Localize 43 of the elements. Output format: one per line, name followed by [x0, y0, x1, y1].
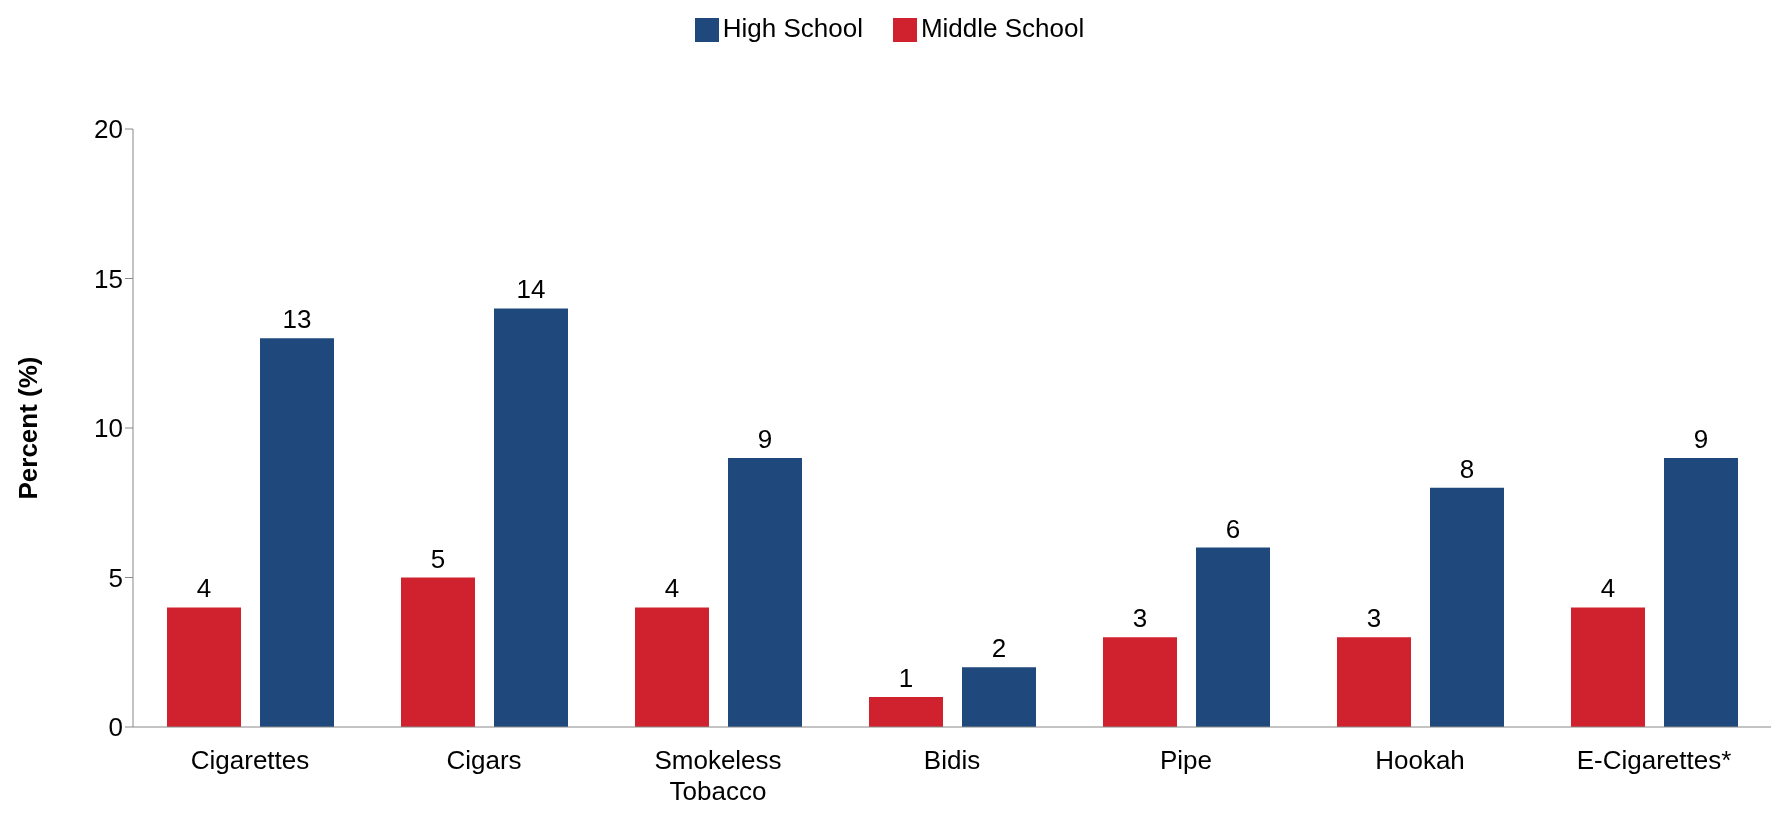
- data-label: 5: [430, 543, 446, 574]
- x-tick-label: Pipe: [1159, 745, 1213, 775]
- data-label: 13: [282, 304, 312, 335]
- bar: [728, 457, 802, 727]
- bar: [167, 607, 241, 727]
- bar: [401, 577, 475, 727]
- x-tick-label: Smokeless Tobacco: [654, 745, 782, 807]
- data-label: 14: [516, 274, 546, 305]
- y-tick-label: 15: [94, 263, 123, 294]
- x-tick-label: Cigars: [446, 745, 522, 775]
- data-label: 3: [1132, 603, 1148, 634]
- bar: [1337, 637, 1411, 727]
- data-label: 6: [1225, 513, 1241, 544]
- x-tick-label: Bidis: [923, 745, 981, 775]
- legend-label: Middle School: [920, 13, 1085, 43]
- data-label: 4: [196, 573, 212, 604]
- data-label: 8: [1459, 453, 1475, 484]
- y-tick-label: 10: [94, 413, 123, 444]
- bar: [1571, 607, 1645, 727]
- data-label: 4: [664, 573, 680, 604]
- x-tick-label: Hookah: [1375, 745, 1465, 775]
- bar: [1430, 487, 1504, 727]
- data-label: 1: [898, 663, 914, 694]
- legend-label: High School: [722, 13, 863, 43]
- bar: [1196, 547, 1270, 727]
- y-tick-label: 5: [108, 562, 123, 593]
- data-label: 3: [1366, 603, 1382, 634]
- data-label: 9: [757, 423, 773, 454]
- data-label: 9: [1693, 423, 1709, 454]
- bar: [1664, 457, 1738, 727]
- bar: [962, 667, 1036, 727]
- x-tick-label: Cigarettes: [190, 745, 310, 775]
- bar: [869, 697, 943, 727]
- data-label: 4: [1600, 573, 1616, 604]
- bar: [494, 308, 568, 727]
- bar: [260, 338, 334, 727]
- data-label: 2: [991, 633, 1007, 664]
- bar: [1103, 637, 1177, 727]
- y-tick-label: 0: [108, 712, 123, 743]
- y-axis-title: Percent (%): [13, 356, 44, 500]
- x-tick-label: E-Cigarettes*: [1576, 745, 1732, 775]
- bar: [635, 607, 709, 727]
- y-tick-label: 20: [94, 114, 123, 145]
